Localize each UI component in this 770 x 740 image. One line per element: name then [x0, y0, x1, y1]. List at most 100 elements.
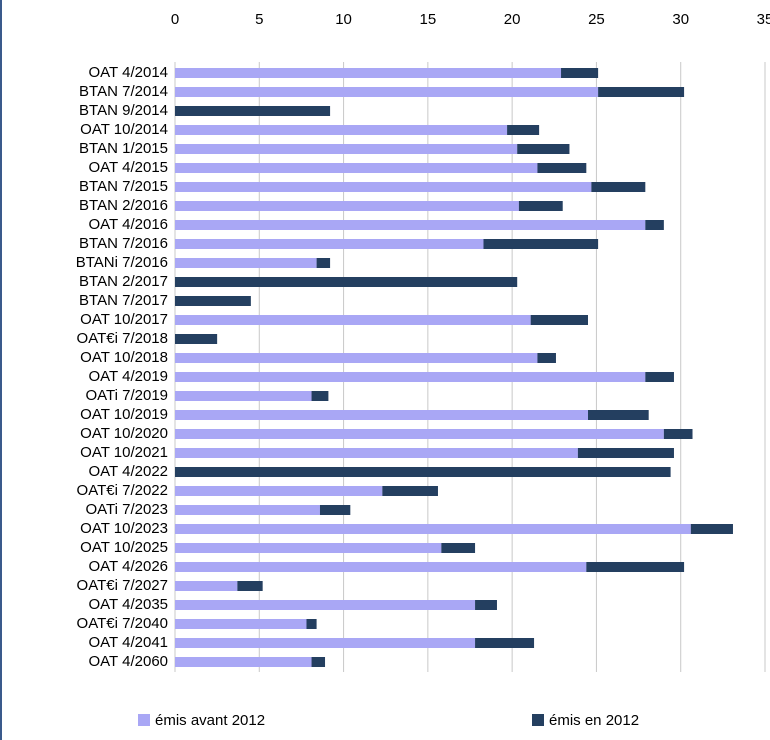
bar-segment: [175, 220, 646, 230]
y-tick-label: BTAN 9/2014: [79, 102, 168, 119]
bar-segment: [175, 391, 312, 401]
bar-segment: [598, 87, 685, 97]
bar-segment: [311, 391, 329, 401]
bar-segment: [175, 486, 383, 496]
y-tick-label: BTAN 7/2016: [79, 235, 168, 252]
y-tick-label: BTAN 7/2017: [79, 292, 168, 309]
legend-swatch: [532, 714, 544, 726]
bar-segment: [537, 353, 556, 363]
bar-segment: [441, 543, 476, 553]
y-tick-label: BTAN 7/2014: [79, 83, 168, 100]
legend-label: émis en 2012: [549, 712, 639, 729]
bar-segment: [175, 353, 538, 363]
bar-segment: [175, 144, 518, 154]
y-tick-label: OAT€i 7/2018: [77, 330, 168, 347]
bar-segment: [175, 581, 238, 591]
y-tick-label: OAT 10/2023: [80, 520, 168, 537]
y-tick-label: OAT 4/2041: [89, 634, 169, 651]
bar-segment: [175, 600, 476, 610]
bar-segment: [175, 239, 484, 249]
legend-swatch: [138, 714, 150, 726]
bar-segment: [175, 372, 646, 382]
bar-segment: [175, 657, 312, 667]
x-tick-label: 5: [255, 11, 263, 28]
bar-segment: [311, 657, 326, 667]
y-tick-label: OAT 10/2019: [80, 406, 168, 423]
y-tick-label: OAT 10/2014: [80, 121, 168, 138]
bar-segment: [175, 467, 671, 477]
bar-segment: [175, 429, 664, 439]
bar-segment: [507, 125, 540, 135]
y-tick-label: OAT 10/2020: [80, 425, 168, 442]
bar-segment: [175, 543, 442, 553]
bar-segment: [175, 410, 588, 420]
y-tick-label: OAT 10/2025: [80, 539, 168, 556]
bar-segment: [237, 581, 263, 591]
y-tick-label: OAT 4/2014: [89, 64, 169, 81]
bar-segment: [175, 638, 476, 648]
bar-segment: [561, 68, 599, 78]
y-tick-label: OATi 7/2023: [85, 501, 168, 518]
bar-segment: [175, 505, 320, 515]
y-tick-label: OAT€i 7/2027: [77, 577, 168, 594]
y-tick-label: OAT 4/2026: [89, 558, 169, 575]
y-tick-label: OAT 4/2035: [89, 596, 169, 613]
x-tick-label: 0: [171, 11, 179, 28]
bar-segment: [175, 106, 331, 116]
x-tick-label: 30: [672, 11, 689, 28]
x-tick-label: 35: [757, 11, 770, 28]
bar-segment: [518, 201, 563, 211]
bar-segment: [175, 201, 519, 211]
bar-segment: [588, 410, 649, 420]
bar-segment: [475, 600, 497, 610]
bar-segment: [175, 277, 518, 287]
legend-label: émis avant 2012: [155, 712, 265, 729]
bar-segment: [483, 239, 599, 249]
y-tick-label: BTAN 1/2015: [79, 140, 168, 157]
x-tick-label: 10: [335, 11, 352, 28]
y-tick-label: BTAN 2/2016: [79, 197, 168, 214]
y-tick-label: OAT 10/2017: [80, 311, 168, 328]
bar-segment: [316, 258, 331, 268]
bar-segment: [175, 182, 592, 192]
x-tick-label: 15: [420, 11, 437, 28]
y-tick-label: OAT 10/2018: [80, 349, 168, 366]
bar-segment: [319, 505, 351, 515]
bar-segment: [175, 68, 562, 78]
bar-segment: [537, 163, 587, 173]
x-tick-label: 20: [504, 11, 521, 28]
bar-segment: [175, 125, 508, 135]
y-tick-label: OAT 10/2021: [80, 444, 168, 461]
y-tick-label: OAT€i 7/2022: [77, 482, 168, 499]
bar-segment: [663, 429, 693, 439]
y-tick-label: OATi 7/2019: [85, 387, 168, 404]
y-tick-label: BTANi 7/2016: [76, 254, 168, 271]
y-tick-label: OAT 4/2015: [89, 159, 169, 176]
bar-segment: [517, 144, 570, 154]
y-tick-label: OAT 4/2019: [89, 368, 169, 385]
bar-segment: [645, 372, 674, 382]
bar-segment: [175, 87, 599, 97]
bar-segment: [577, 448, 674, 458]
y-tick-label: OAT€i 7/2040: [77, 615, 168, 632]
bar-segment: [175, 258, 317, 268]
y-tick-label: OAT 4/2022: [89, 463, 169, 480]
bar-segment: [175, 619, 307, 629]
y-tick-label: BTAN 2/2017: [79, 273, 168, 290]
bar-segment: [382, 486, 438, 496]
y-tick-label: BTAN 7/2015: [79, 178, 168, 195]
bar-segment: [530, 315, 588, 325]
bar-segment: [645, 220, 664, 230]
bar-segment: [175, 524, 691, 534]
bar-segment: [175, 562, 587, 572]
y-tick-label: OAT 4/2060: [89, 653, 169, 670]
bar-segment: [175, 315, 531, 325]
bar-segment: [586, 562, 685, 572]
bar-segment: [175, 448, 578, 458]
bar-segment: [175, 334, 218, 344]
bar-segment: [475, 638, 535, 648]
x-tick-label: 25: [588, 11, 605, 28]
bar-segment: [175, 296, 251, 306]
y-tick-label: OAT 4/2016: [89, 216, 169, 233]
